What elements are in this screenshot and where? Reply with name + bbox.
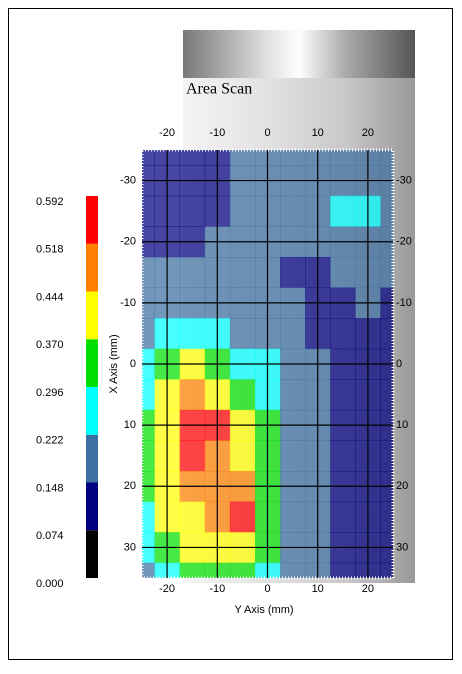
contour-cell [330, 150, 356, 166]
x-tick-label: 10 [312, 583, 324, 595]
colorbar-segment [86, 339, 98, 387]
contour-cell [142, 318, 156, 350]
y-tick-label-right: 10 [396, 419, 408, 431]
colorbar-tick-label: 0.592 [36, 196, 64, 208]
colorbar-segment [86, 291, 98, 340]
x-tick-label: 0 [264, 583, 270, 595]
x-tick-label: 20 [362, 583, 374, 595]
y-tick-label: 10 [124, 419, 136, 431]
contour-cell [280, 501, 306, 533]
contour-cell [330, 318, 356, 350]
contour-cell [380, 318, 393, 350]
contour-cell [179, 195, 206, 227]
contour-cell [229, 562, 256, 578]
y-tick-label-right: -30 [396, 174, 412, 186]
colorbar-tick-label: 0.370 [36, 339, 64, 351]
colorbar-tick-label: 0.518 [36, 244, 64, 256]
x-tick-label: -10 [209, 583, 225, 595]
x-tick-label-top: 20 [362, 127, 374, 139]
contour-cell [229, 150, 256, 166]
contour-cell [330, 257, 356, 289]
contour-cell [280, 150, 306, 166]
colorbar-segment [86, 243, 98, 292]
contour-cell [179, 318, 206, 350]
contour-cell [380, 257, 393, 289]
contour-cell [330, 195, 356, 227]
colorbar-segment [86, 530, 98, 578]
contour-cell [330, 562, 356, 578]
contour-cell [179, 379, 206, 411]
x-tick-label-top: -10 [209, 127, 225, 139]
contour-cell [229, 318, 256, 350]
contour-cell [229, 501, 256, 533]
y-tick-label-right: 0 [396, 358, 402, 370]
contour-cell [179, 501, 206, 533]
x-axis-label: Y Axis (mm) [234, 604, 293, 616]
x-tick-label-top: -20 [159, 127, 175, 139]
contour-cell [280, 257, 306, 289]
contour-cell [142, 501, 156, 533]
photo-strip [183, 30, 415, 78]
contour-cell [179, 440, 206, 472]
colorbar-segment [86, 434, 98, 483]
contour-cell [380, 195, 393, 227]
contour-cell [229, 379, 256, 411]
y-tick-label-right: -20 [396, 236, 412, 248]
contour-cell [142, 562, 156, 578]
y-tick-label-right: -10 [396, 297, 412, 309]
contour-cell [179, 150, 206, 166]
contour-cell [380, 150, 393, 166]
chart-title: Area Scan [186, 81, 252, 98]
contour-cell [380, 379, 393, 411]
contour-cell [380, 562, 393, 578]
colorbar-tick-label: 0.000 [36, 578, 64, 590]
contour-cell [229, 195, 256, 227]
contour-cell [142, 379, 156, 411]
contour-cell [280, 195, 306, 227]
y-tick-label: 30 [124, 541, 136, 553]
contour-cell [330, 501, 356, 533]
contour-cell [179, 257, 206, 289]
contour-cell [142, 150, 156, 166]
colorbar-tick-label: 0.296 [36, 387, 64, 399]
y-tick-label: 0 [130, 358, 136, 370]
y-axis-label: X Axis (mm) [108, 334, 120, 393]
x-tick-label-top: 10 [312, 127, 324, 139]
colorbar-tick-label: 0.444 [36, 291, 64, 303]
contour-cell [330, 379, 356, 411]
x-tick-label: -20 [159, 583, 175, 595]
colorbar-segment [86, 387, 98, 435]
colorbar-tick-label: 0.074 [36, 530, 64, 542]
colorbar-segment [86, 196, 98, 244]
contour-cell [229, 257, 256, 289]
contour-cell [280, 562, 306, 578]
contour-cell [142, 440, 156, 472]
y-tick-label-right: 30 [396, 541, 408, 553]
y-tick-label: 20 [124, 480, 136, 492]
contour-cell [280, 318, 306, 350]
contour-cell [330, 440, 356, 472]
contour-cell [280, 379, 306, 411]
x-tick-label-top: 0 [264, 127, 270, 139]
contour-cell [380, 440, 393, 472]
y-tick-label: -30 [120, 174, 136, 186]
contour-cell [380, 501, 393, 533]
y-tick-label: -20 [120, 236, 136, 248]
colorbar-segment [86, 482, 98, 531]
contour-cell [280, 440, 306, 472]
contour-cell [229, 440, 256, 472]
colorbar-tick-label: 0.148 [36, 482, 64, 494]
contour-cell [142, 195, 156, 227]
contour-cell [142, 257, 156, 289]
y-tick-label: -10 [120, 297, 136, 309]
colorbar-tick-label: 0.222 [36, 435, 64, 447]
contour-cell [179, 562, 206, 578]
y-tick-label-right: 20 [396, 480, 408, 492]
